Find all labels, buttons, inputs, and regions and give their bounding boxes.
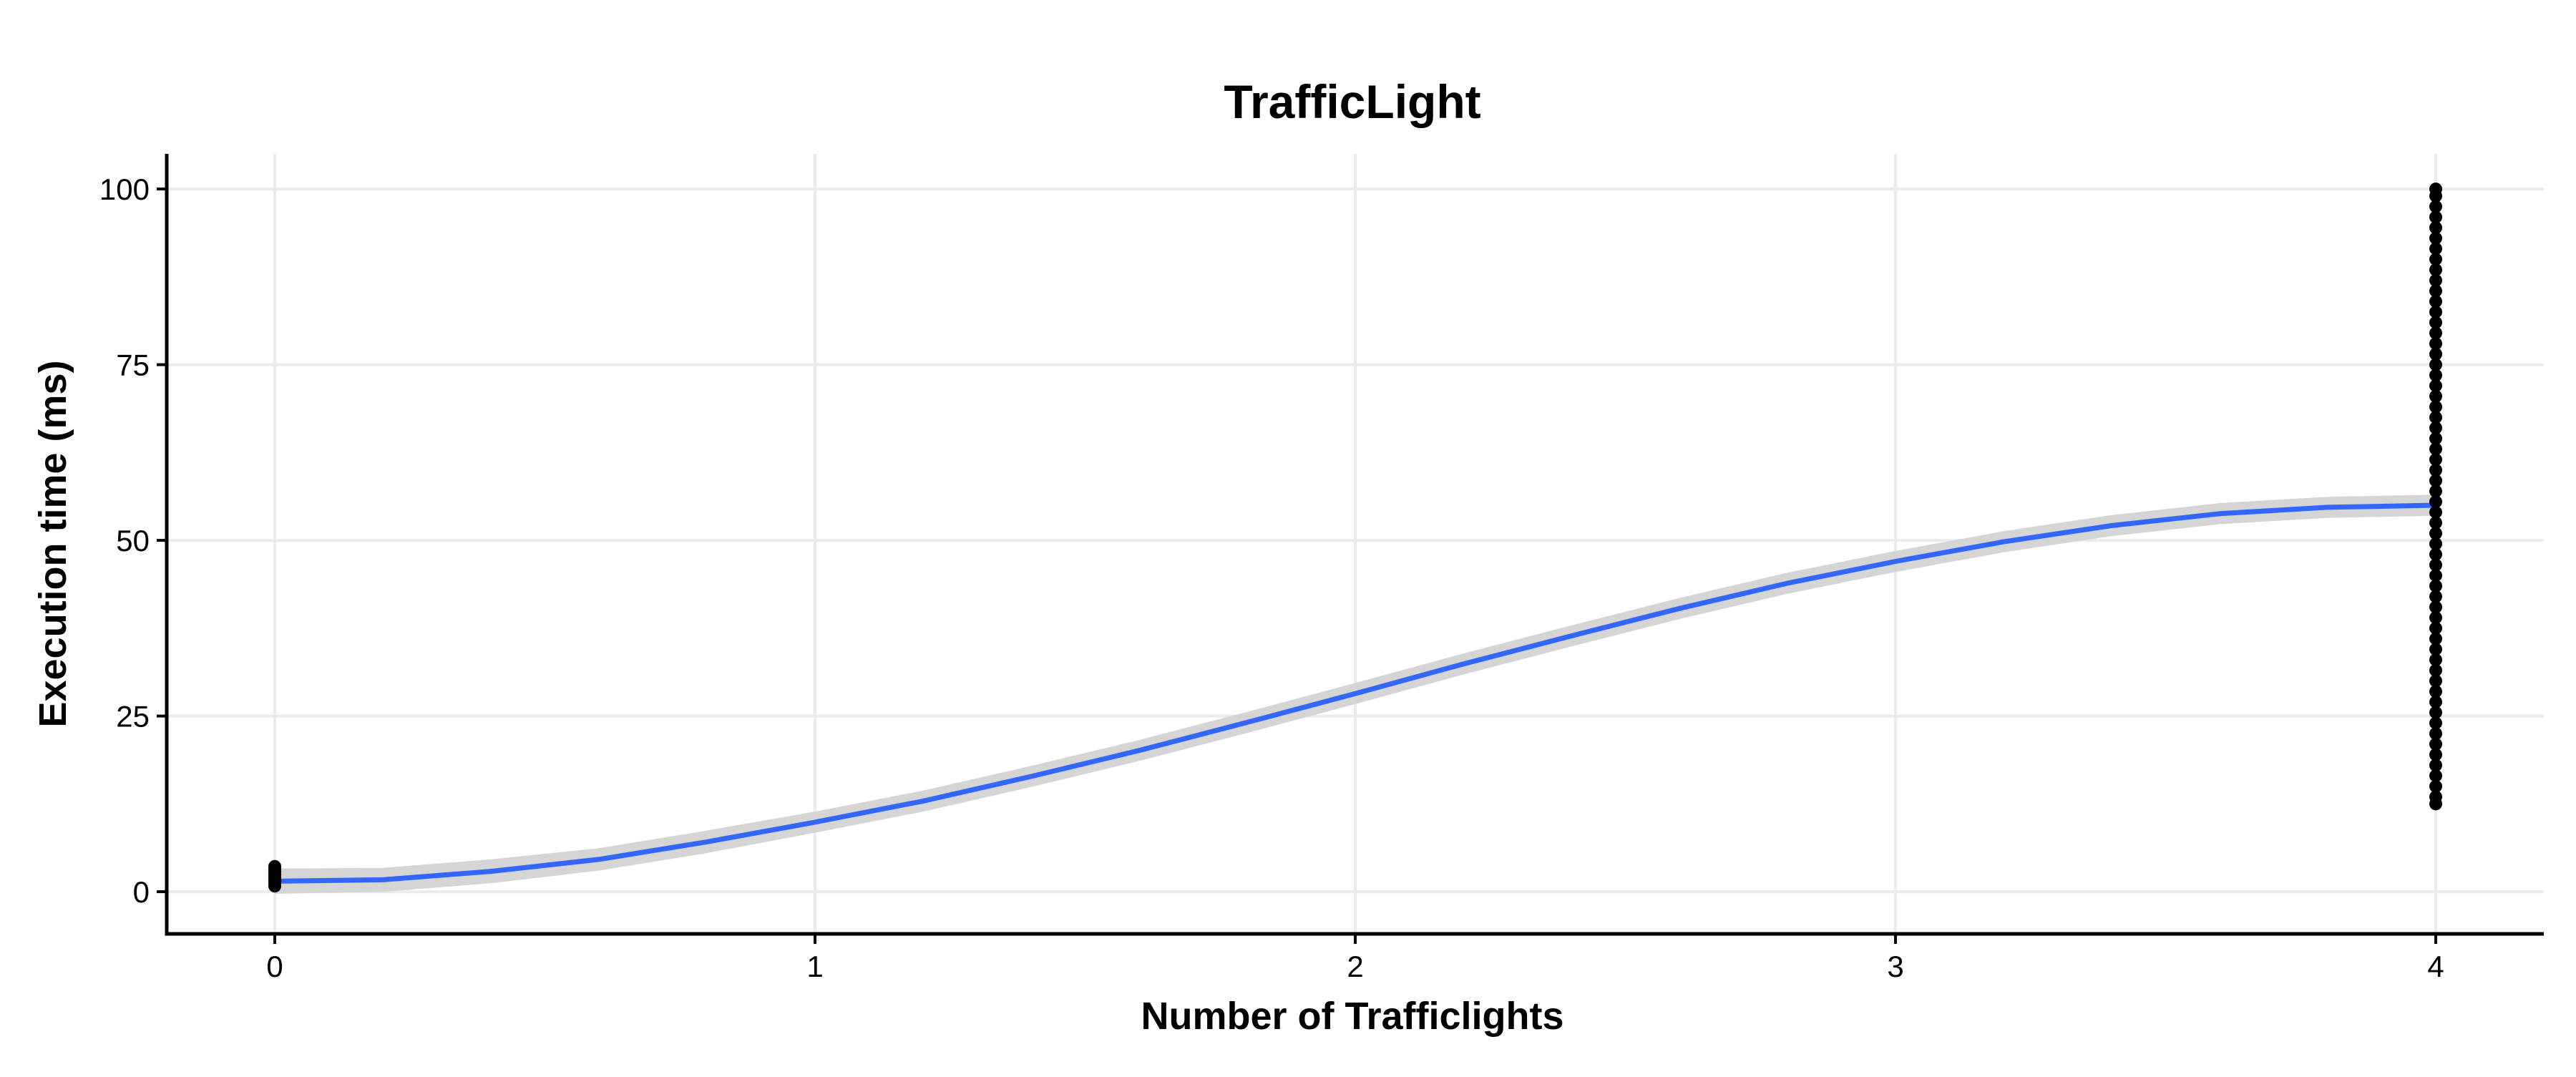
- data-point: [268, 859, 281, 873]
- data-point: [2429, 685, 2442, 698]
- y-tick-label: 100: [99, 172, 150, 206]
- data-point: [2429, 484, 2442, 498]
- data-point: [2429, 611, 2442, 625]
- data-point: [2429, 569, 2442, 583]
- data-point: [2429, 600, 2442, 614]
- data-point: [2429, 337, 2442, 351]
- x-tick-label: 2: [1347, 950, 1363, 983]
- data-point: [2429, 453, 2442, 467]
- data-point: [2429, 632, 2442, 645]
- data-point: [2429, 537, 2442, 550]
- smooth-line: [272, 502, 2439, 884]
- x-tick-label: 3: [1887, 950, 1903, 983]
- x-axis-title: Number of Trafficlights: [1141, 995, 1563, 1038]
- data-point: [2429, 369, 2442, 382]
- data-point: [2429, 295, 2442, 308]
- data-point: [2429, 305, 2442, 318]
- data-point: [2429, 358, 2442, 371]
- y-tick-label: 75: [116, 349, 150, 382]
- data-point: [2429, 759, 2442, 772]
- y-tick-label: 25: [116, 700, 150, 734]
- data-point: [2429, 706, 2442, 719]
- data-point: [2429, 182, 2442, 196]
- data-point: [2429, 495, 2442, 509]
- data-point: [2429, 579, 2442, 593]
- data-point: [2429, 210, 2442, 224]
- data-point: [2429, 389, 2442, 403]
- data-point: [2429, 273, 2442, 287]
- data-point: [2429, 621, 2442, 635]
- data-point: [2429, 716, 2442, 730]
- line-layer: [272, 502, 2439, 884]
- data-point: [2429, 411, 2442, 424]
- x-tick-label: 0: [266, 950, 283, 983]
- chart-title: TrafficLight: [1224, 75, 1480, 128]
- data-point: [2429, 505, 2442, 519]
- data-point: [2429, 653, 2442, 667]
- data-point: [2429, 558, 2442, 572]
- data-point: [2429, 474, 2442, 487]
- data-point: [2429, 326, 2442, 340]
- x-tick-label: 1: [806, 950, 823, 983]
- tick-layer: 0 1 2 3 4 0 25 50 75 100: [99, 172, 2444, 983]
- y-axis-title: Execution time (ms): [31, 360, 74, 727]
- data-point: [2429, 527, 2442, 540]
- data-point: [2429, 442, 2442, 456]
- x-tick-label: 4: [2427, 950, 2444, 983]
- data-point: [2429, 421, 2442, 434]
- data-point: [2429, 663, 2442, 677]
- data-point: [2429, 284, 2442, 298]
- data-point: [2429, 221, 2442, 235]
- data-point: [2429, 516, 2442, 530]
- data-point: [2429, 790, 2442, 804]
- data-point: [2429, 242, 2442, 255]
- point-layer: [268, 182, 2442, 893]
- data-point: [2429, 748, 2442, 761]
- y-tick-label: 0: [133, 875, 150, 909]
- data-point: [2429, 737, 2442, 751]
- data-point: [2429, 347, 2442, 361]
- data-point: [2429, 674, 2442, 688]
- data-point: [2429, 769, 2442, 783]
- data-point: [2429, 379, 2442, 393]
- data-point: [2429, 263, 2442, 277]
- data-point: [2429, 231, 2442, 245]
- data-point: [2429, 779, 2442, 793]
- data-point: [2429, 643, 2442, 656]
- data-point: [2429, 547, 2442, 561]
- y-tick-label: 50: [116, 524, 150, 557]
- grid-layer: [167, 154, 2544, 934]
- data-point: [2429, 463, 2442, 477]
- data-point: [2429, 432, 2442, 445]
- data-point: [2429, 695, 2442, 708]
- data-point: [2429, 200, 2442, 213]
- data-point: [2429, 727, 2442, 741]
- data-point: [2429, 590, 2442, 603]
- data-point: [2429, 316, 2442, 329]
- data-point: [2429, 400, 2442, 414]
- data-point: [2429, 253, 2442, 266]
